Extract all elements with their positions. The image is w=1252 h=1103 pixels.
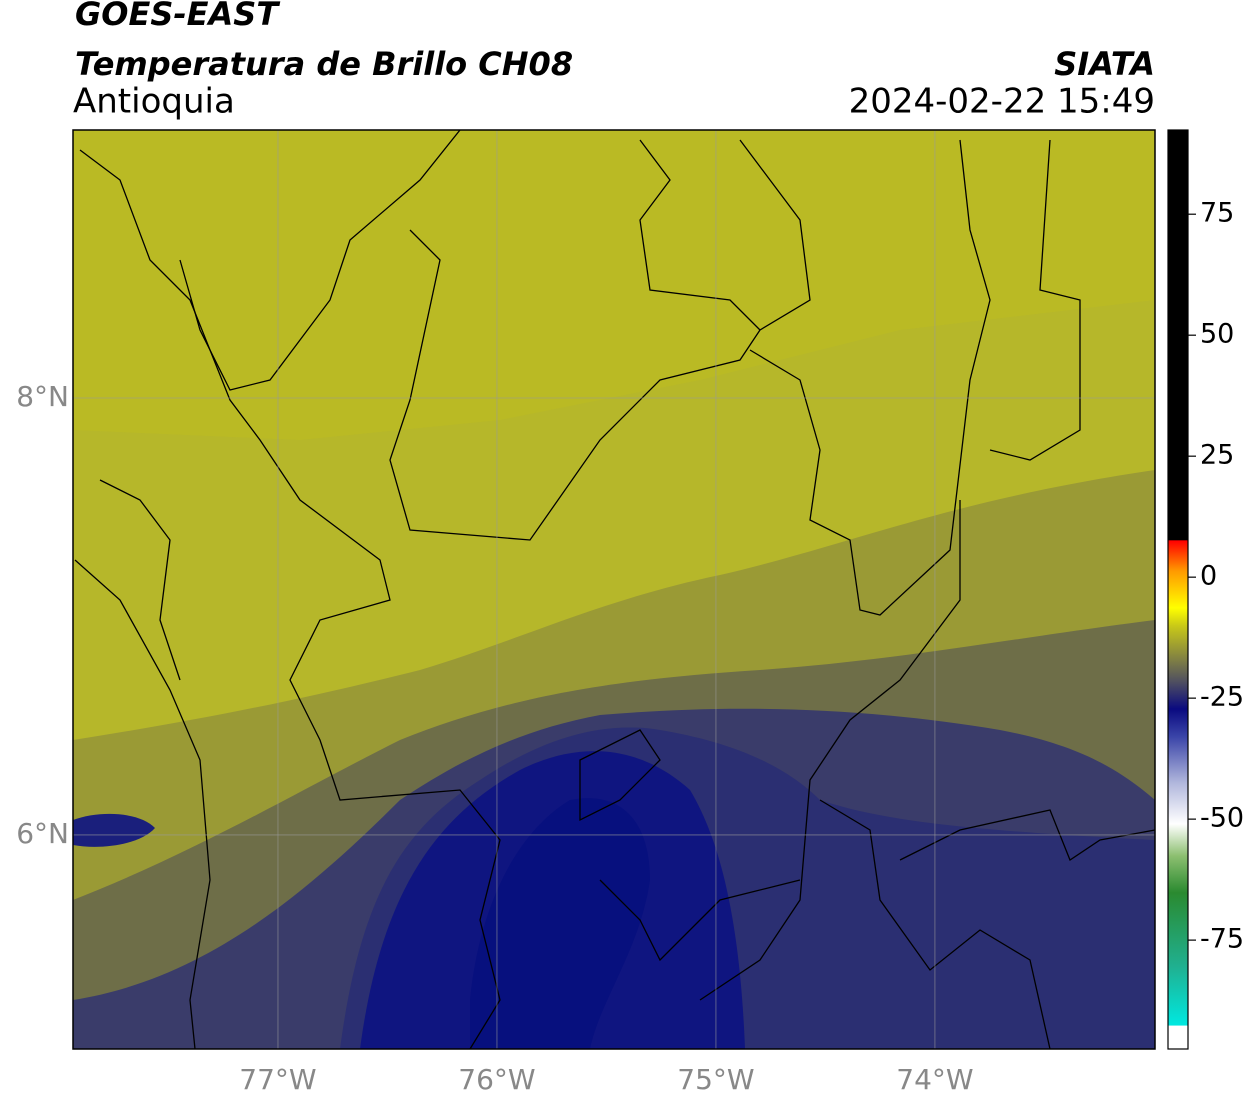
colorbar-tick-label: 75 xyxy=(1200,198,1234,229)
colorbar-tick-label: 25 xyxy=(1200,440,1234,471)
colorbar-tick-label: -75 xyxy=(1200,924,1244,955)
lat-tick-label: 8°N xyxy=(16,380,69,413)
region: Antioquia xyxy=(73,82,235,122)
graticule xyxy=(73,130,1155,1049)
lon-tick-label: 75°W xyxy=(677,1063,754,1096)
colorbar-tick-label: -50 xyxy=(1200,803,1244,834)
map-frame xyxy=(72,129,1156,1050)
colorbar xyxy=(1167,129,1189,1050)
source: SIATA xyxy=(1054,45,1155,83)
title: GOES-EAST xyxy=(75,0,280,33)
satellite-field xyxy=(73,130,1155,1049)
lon-tick-label: 77°W xyxy=(239,1063,316,1096)
colorbar-tick-label: -25 xyxy=(1200,682,1244,713)
timestamp: 2024-02-22 15:49 xyxy=(849,82,1155,122)
lon-tick-label: 76°W xyxy=(458,1063,535,1096)
colorbar-tick-label: 0 xyxy=(1200,561,1217,592)
subtitle: Temperatura de Brillo CH08 xyxy=(75,45,573,83)
lon-tick-label: 74°W xyxy=(896,1063,973,1096)
colorbar-tick-label: 50 xyxy=(1200,319,1234,350)
lat-tick-label: 6°N xyxy=(16,817,69,850)
